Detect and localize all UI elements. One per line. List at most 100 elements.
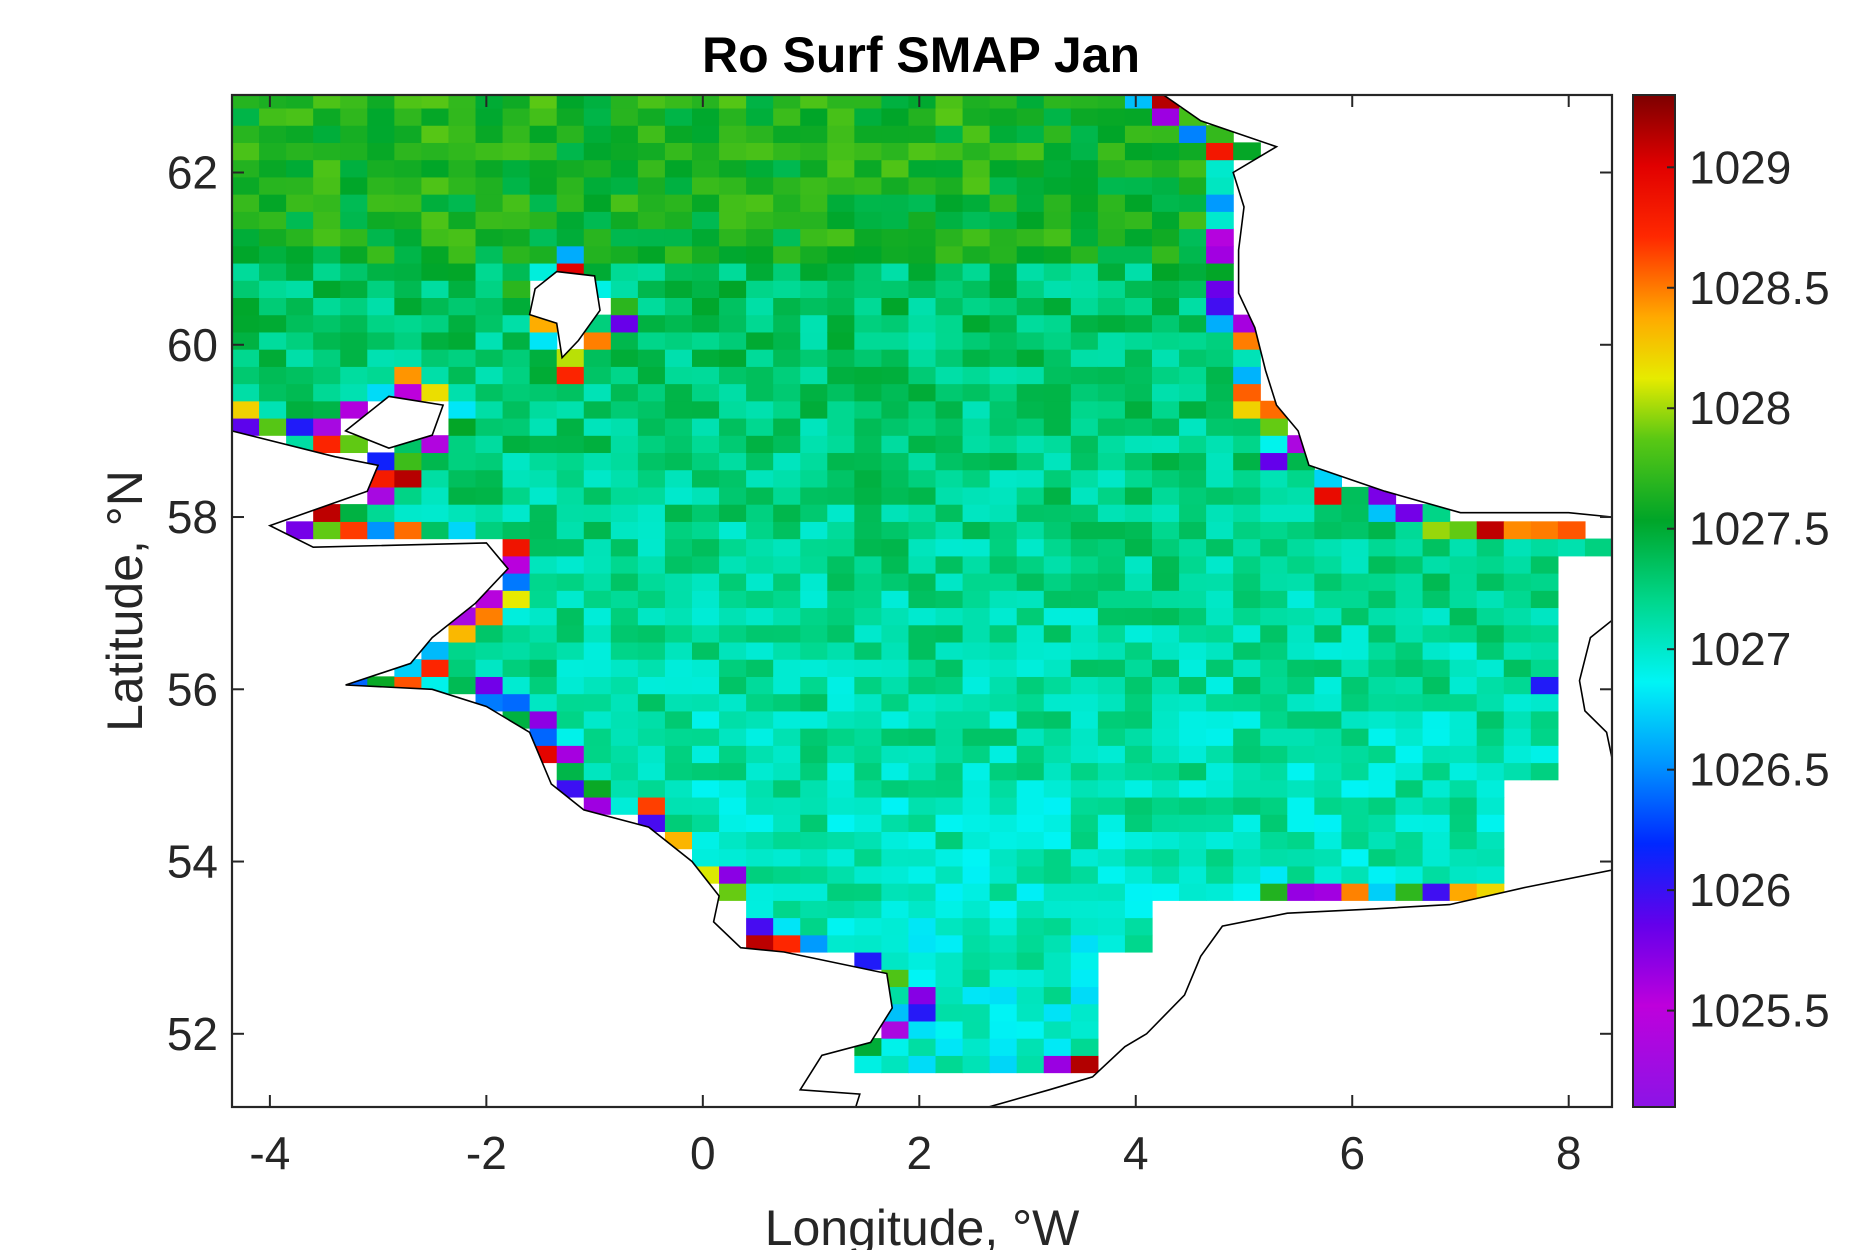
heatmap-cell	[800, 710, 828, 729]
heatmap-cell	[340, 521, 368, 540]
heatmap-cell	[286, 125, 314, 143]
heatmap-cell	[719, 883, 747, 901]
heatmap-cell	[583, 349, 612, 367]
heatmap-cell	[664, 607, 693, 626]
heatmap-cell	[1043, 762, 1072, 781]
heatmap-cell	[1368, 641, 1397, 660]
heatmap-cell	[1070, 194, 1099, 212]
heatmap-cell	[1152, 349, 1180, 367]
heatmap-cell	[637, 641, 666, 660]
heatmap-cell	[935, 883, 964, 901]
heatmap-cell	[827, 831, 855, 850]
heatmap-cell	[1233, 762, 1261, 781]
heatmap-cell	[1314, 676, 1343, 695]
heatmap-cell	[773, 297, 801, 316]
heatmap-cell	[367, 228, 395, 247]
heatmap-cell	[475, 641, 504, 660]
heatmap-cell	[1233, 796, 1261, 815]
heatmap-cell	[935, 366, 964, 385]
heatmap-cell	[746, 400, 774, 419]
heatmap-cell	[1124, 659, 1153, 677]
heatmap-cell	[1206, 831, 1234, 850]
heatmap-cell	[692, 607, 720, 626]
heatmap-cell	[286, 349, 314, 367]
heatmap-cell	[610, 349, 639, 367]
heatmap-cell	[773, 383, 801, 402]
heatmap-cell	[800, 883, 828, 901]
heatmap-cell	[583, 728, 612, 746]
heatmap-cell	[1260, 762, 1288, 781]
heatmap-cell	[962, 331, 991, 350]
heatmap-cell	[746, 883, 774, 901]
heatmap-cell	[1043, 366, 1072, 385]
heatmap-cell	[989, 504, 1018, 522]
heatmap-cell	[1097, 366, 1126, 385]
heatmap-cell	[259, 228, 287, 247]
heatmap-cell	[421, 159, 450, 178]
heatmap-cell	[448, 400, 477, 419]
heatmap-cell	[935, 900, 964, 919]
heatmap-cell	[1260, 486, 1288, 505]
heatmap-cell	[989, 176, 1018, 195]
coastline	[985, 869, 1612, 1107]
heatmap-cell	[989, 1020, 1018, 1039]
heatmap-cell	[1530, 624, 1559, 643]
heatmap-cell	[881, 194, 910, 212]
heatmap-cell	[1368, 728, 1397, 746]
heatmap-cell	[1233, 814, 1261, 832]
heatmap-cell	[1206, 676, 1234, 695]
heatmap-cell	[610, 796, 639, 815]
heatmap-cell	[1043, 573, 1072, 591]
heatmap-cell	[286, 331, 314, 350]
heatmap-cell	[962, 504, 991, 522]
heatmap-cell	[1233, 676, 1261, 695]
heatmap-cell	[637, 693, 666, 712]
heatmap-cell	[1341, 779, 1370, 798]
heatmap-cell	[935, 573, 964, 591]
heatmap-cell	[881, 555, 910, 574]
heatmap-cell	[773, 211, 801, 230]
heatmap-cell	[286, 383, 314, 402]
heatmap-cell	[583, 107, 612, 126]
heatmap-cell	[1341, 521, 1370, 540]
heatmap-cell	[502, 107, 531, 126]
heatmap-cell	[1097, 331, 1126, 350]
heatmap-cell	[692, 469, 720, 488]
heatmap-cell	[746, 435, 774, 454]
heatmap-cell	[1287, 538, 1315, 557]
heatmap-cell	[1341, 538, 1370, 557]
heatmap-cell	[1395, 814, 1424, 832]
heatmap-cell	[1206, 452, 1234, 471]
heatmap-cell	[1179, 314, 1207, 333]
heatmap-cell	[962, 865, 991, 884]
heatmap-cell	[502, 194, 531, 212]
heatmap-cell	[746, 934, 774, 953]
heatmap-cell	[989, 693, 1018, 712]
heatmap-cell	[664, 504, 693, 522]
heatmap-cell	[1476, 814, 1505, 832]
heatmap-cell	[1070, 245, 1099, 264]
heatmap-cell	[800, 314, 828, 333]
heatmap-cell	[827, 521, 855, 540]
heatmap-cell	[881, 452, 910, 471]
heatmap-cell	[800, 417, 828, 436]
heatmap-cell	[1260, 521, 1288, 540]
heatmap-cell	[448, 245, 477, 264]
heatmap-cell	[800, 366, 828, 385]
heatmap-cell	[854, 331, 883, 350]
heatmap-cell	[908, 245, 937, 264]
heatmap-cell	[1016, 538, 1045, 557]
heatmap-cell	[1179, 194, 1207, 212]
heatmap-cell	[1233, 590, 1261, 609]
heatmap-cell	[1233, 779, 1261, 798]
heatmap-cell	[529, 142, 558, 161]
heatmap-cell	[1043, 641, 1072, 660]
heatmap-cell	[556, 245, 585, 264]
colorbar-tick-label: 1029	[1689, 141, 1791, 193]
heatmap-cell	[664, 280, 693, 298]
heatmap-cell	[1206, 331, 1234, 350]
heatmap-cell	[502, 383, 531, 402]
heatmap-cell	[664, 814, 693, 832]
heatmap-cell	[1070, 969, 1099, 988]
heatmap-cell	[529, 573, 558, 591]
